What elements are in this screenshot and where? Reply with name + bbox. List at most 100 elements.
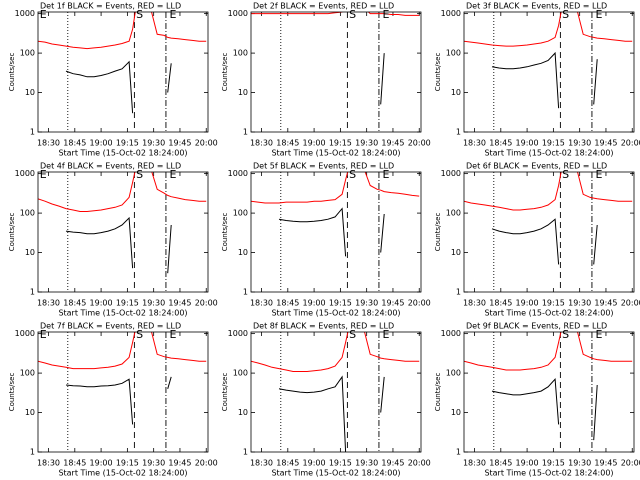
panel: Det 3f BLACK = Events, RED = LLD Start Ti…	[434, 2, 640, 158]
x-tick-label: 20:00	[195, 299, 218, 308]
x-tick-label: 19:00	[303, 459, 326, 468]
series-line	[38, 12, 207, 50]
y-tick-label: 10	[451, 88, 461, 97]
x-tick-label: 19:15	[329, 139, 352, 148]
x-tick-label: 19:15	[116, 459, 139, 468]
y-tick-label: 1000	[228, 329, 248, 338]
x-tick-label: 19:15	[116, 299, 139, 308]
x-tick-label: 18:30	[37, 299, 60, 308]
annotation: S	[562, 8, 569, 21]
chart-title: Det 4f BLACK = Events, RED = LLD	[40, 162, 181, 171]
y-tick-label: 1	[30, 128, 35, 137]
x-tick-label: 18:30	[250, 459, 273, 468]
annotation: S	[136, 8, 143, 21]
x-tick-label: 19:30	[568, 299, 591, 308]
x-tick-label: 19:00	[516, 299, 539, 308]
annotation: E	[382, 8, 389, 21]
series-line	[251, 332, 420, 372]
annotation: E	[40, 8, 47, 21]
series-line	[278, 207, 385, 257]
x-tick-label: 19:45	[594, 299, 617, 308]
annotation: E	[40, 168, 47, 181]
chart-title: Det 5f BLACK = Events, RED = LLD	[253, 162, 394, 171]
x-tick-label: 19:30	[355, 139, 378, 148]
x-tick-label: 19:00	[90, 299, 113, 308]
y-tick-label: 1000	[15, 9, 35, 18]
plot-area	[38, 172, 207, 292]
x-tick-label: 18:30	[463, 459, 486, 468]
plot-area	[251, 12, 420, 132]
series-line	[380, 53, 385, 105]
plot-frame	[250, 331, 422, 453]
x-tick-label: 19:15	[116, 139, 139, 148]
x-axis-label: Start Time (15-Oct-02 18:24:00)	[58, 309, 187, 318]
x-tick-label: 19:45	[594, 139, 617, 148]
x-tick-label: 18:45	[63, 459, 86, 468]
plot-frame	[463, 331, 635, 453]
x-tick-label: 20:00	[408, 299, 431, 308]
x-tick-label: 19:30	[142, 139, 165, 148]
annotation: E	[595, 8, 602, 21]
panel: Det 5f BLACK = Events, RED = LLD Start Ti…	[221, 162, 431, 318]
x-tick-label: 19:30	[568, 139, 591, 148]
panel: Det 1f BLACK = Events, RED = LLD Start Ti…	[8, 2, 218, 158]
y-tick-label: 10	[451, 248, 461, 257]
chart-title: Det 2f BLACK = Events, RED = LLD	[253, 2, 394, 11]
series-line	[38, 332, 207, 370]
annotation: S	[562, 328, 569, 341]
y-tick-label: 10	[238, 248, 248, 257]
chart-title: Det 6f BLACK = Events, RED = LLD	[466, 162, 607, 171]
x-tick-label: 20:00	[408, 139, 431, 148]
series-line	[464, 172, 633, 211]
x-tick-label: 19:30	[355, 459, 378, 468]
plot-area	[464, 332, 633, 452]
annotation: E	[595, 168, 602, 181]
annotation: S	[562, 168, 569, 181]
x-tick-label: 19:45	[594, 459, 617, 468]
y-tick-label: 100	[446, 49, 461, 58]
plot-area	[38, 12, 207, 132]
x-axis-label: Start Time (15-Oct-02 18:24:00)	[271, 469, 400, 478]
x-tick-label: 19:45	[168, 459, 191, 468]
x-tick-label: 19:45	[381, 459, 404, 468]
y-tick-label: 10	[25, 408, 35, 417]
annotation: E	[595, 328, 602, 341]
annotation: E	[169, 168, 176, 181]
annotation: E	[169, 8, 176, 21]
y-tick-label: 1000	[228, 9, 248, 18]
plot-area	[464, 12, 633, 132]
x-tick-label: 19:30	[142, 459, 165, 468]
panel: Det 9f BLACK = Events, RED = LLD Start Ti…	[434, 322, 640, 478]
panel: Det 4f BLACK = Events, RED = LLD Start Ti…	[8, 162, 218, 318]
y-axis-label: Counts/sec	[434, 373, 442, 412]
y-tick-label: 1000	[15, 169, 35, 178]
y-axis-label: Counts/sec	[221, 373, 229, 412]
y-tick-label: 100	[446, 369, 461, 378]
series-line	[464, 332, 633, 371]
y-tick-label: 10	[238, 408, 248, 417]
annotation: E	[40, 328, 47, 341]
x-tick-label: 19:30	[355, 299, 378, 308]
y-axis-label: Counts/sec	[8, 373, 16, 412]
annotation: S	[136, 328, 143, 341]
x-tick-label: 18:30	[463, 139, 486, 148]
x-tick-label: 19:00	[516, 139, 539, 148]
series-line	[464, 12, 633, 47]
y-tick-label: 1000	[441, 329, 461, 338]
x-tick-label: 18:45	[489, 139, 512, 148]
panel: Det 6f BLACK = Events, RED = LLD Start Ti…	[434, 162, 640, 318]
plot-frame	[250, 171, 422, 293]
x-axis-label: Start Time (15-Oct-02 18:24:00)	[484, 309, 613, 318]
x-tick-label: 19:45	[381, 299, 404, 308]
series-line	[491, 51, 598, 109]
series-line	[278, 375, 385, 452]
x-tick-label: 19:45	[381, 139, 404, 148]
y-tick-label: 1000	[15, 329, 35, 338]
chart-title: Det 7f BLACK = Events, RED = LLD	[40, 322, 181, 331]
plot-area	[251, 332, 420, 452]
x-tick-label: 20:00	[621, 459, 640, 468]
y-tick-label: 1	[243, 448, 248, 457]
y-axis-label: Counts/sec	[8, 53, 16, 92]
y-axis-label: Counts/sec	[434, 53, 442, 92]
annotation: E	[382, 168, 389, 181]
